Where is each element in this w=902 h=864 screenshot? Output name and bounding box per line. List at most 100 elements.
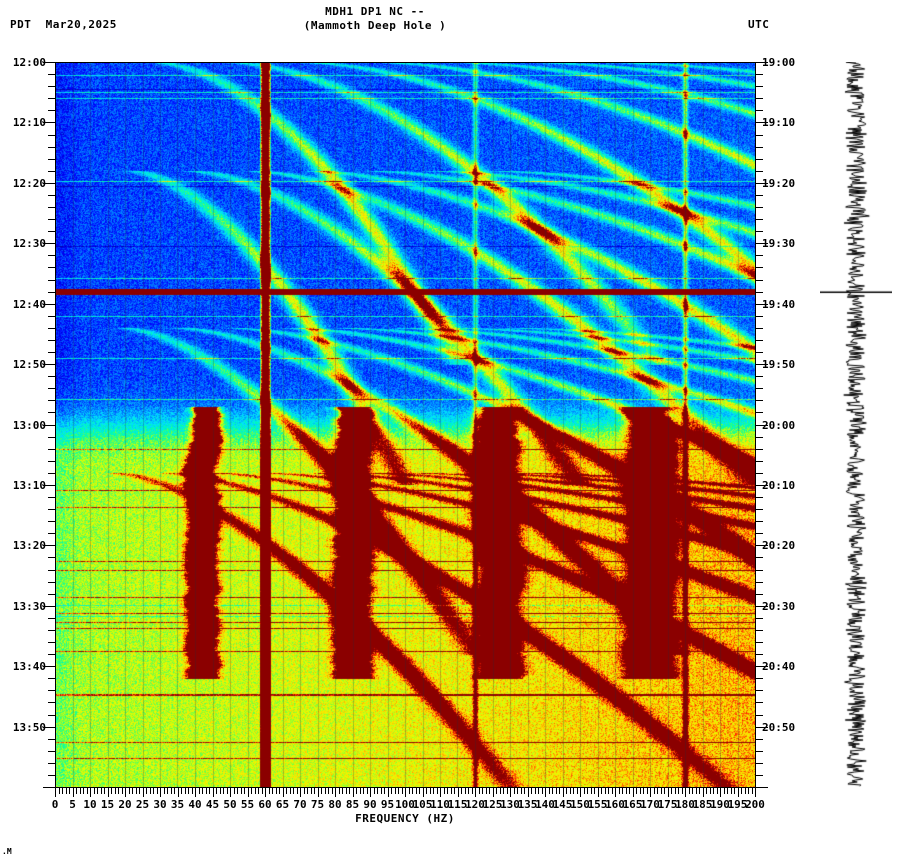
y-axis-left-minor-tick (48, 352, 55, 353)
x-axis-major-tick (405, 788, 406, 797)
x-axis-label: 90 (363, 798, 377, 811)
x-axis-minor-tick (629, 788, 630, 794)
x-axis-minor-tick (454, 788, 455, 794)
x-axis-label: 125 (482, 798, 503, 811)
y-axis-left-label: 12:40 (12, 297, 46, 311)
x-axis-minor-tick (520, 788, 522, 794)
x-axis-minor-tick (261, 788, 263, 794)
y-axis-right-label: 20:20 (762, 539, 796, 553)
y-axis-right-minor-tick (756, 533, 763, 535)
x-axis-minor-tick (86, 788, 88, 794)
x-axis-major-tick (702, 788, 704, 797)
y-axis-left-major-tick (43, 182, 55, 184)
x-axis-minor-tick (384, 788, 385, 794)
x-axis-minor-tick (293, 788, 294, 794)
x-axis-major-tick (685, 788, 686, 797)
x-axis-minor-tick (139, 788, 140, 794)
x-axis-minor-tick (450, 788, 452, 794)
y-axis-right-minor-tick (756, 267, 763, 269)
x-axis-major-tick (317, 788, 319, 797)
x-axis-label: 5 (69, 798, 76, 811)
y-axis-left-label: 12:00 (12, 56, 46, 69)
x-axis-minor-tick (622, 788, 623, 794)
x-axis-minor-tick (254, 788, 256, 794)
x-axis-minor-tick (601, 788, 602, 794)
x-axis-minor-tick (356, 788, 357, 794)
x-axis-minor-tick (338, 788, 340, 794)
x-axis-major-tick (475, 788, 476, 797)
y-axis-right-minor-tick (756, 642, 763, 643)
y-axis-left-major-tick (43, 303, 55, 305)
x-axis-major-tick (72, 788, 74, 797)
x-axis-label: 155 (587, 798, 608, 811)
x-axis-minor-tick (184, 788, 186, 794)
x-axis-minor-tick (706, 788, 707, 794)
header-left-timezone-date: PDT Mar20,2025 (10, 18, 117, 31)
x-axis-major-tick (265, 788, 266, 797)
y-axis-right-minor-tick (756, 219, 763, 221)
x-axis-major-tick (650, 788, 651, 797)
spectrogram-plot[interactable] (55, 62, 755, 787)
y-axis-right-minor-tick (756, 279, 763, 281)
x-axis-minor-tick (198, 788, 200, 794)
y-axis-left-minor-tick (48, 376, 55, 378)
x-axis-minor-tick (191, 788, 193, 794)
y-axis-right-label: 19:20 (762, 176, 796, 190)
x-axis-minor-tick (233, 788, 235, 794)
y-axis-right-minor-tick (756, 460, 763, 462)
x-axis-minor-tick (433, 788, 434, 794)
y-axis-right-major-tick (756, 182, 768, 184)
y-axis-left-minor-tick (48, 219, 55, 221)
y-axis-left-minor-tick (48, 255, 55, 257)
x-axis-label: 30 (153, 798, 167, 811)
x-axis-label: 200 (745, 798, 765, 811)
y-axis-left-minor-tick (48, 170, 55, 172)
y-axis-right-minor-tick (756, 738, 763, 740)
y-axis-right-minor-tick (756, 569, 763, 571)
x-axis-minor-tick (583, 788, 585, 794)
x-axis-major-tick (457, 788, 459, 797)
x-axis-minor-tick (205, 788, 207, 794)
y-axis-left-minor-tick (48, 642, 55, 643)
x-axis-minor-tick (111, 788, 112, 794)
x-axis-minor-tick (121, 788, 123, 794)
x-axis-minor-tick (695, 788, 697, 794)
x-axis-minor-tick (555, 788, 557, 794)
x-axis-minor-tick (513, 788, 515, 794)
x-axis-minor-tick (587, 788, 588, 794)
x-axis-label: 135 (517, 798, 538, 811)
x-axis-minor-tick (359, 788, 361, 794)
x-axis-minor-tick (730, 788, 732, 794)
y-axis-right-minor-tick (756, 327, 763, 329)
x-axis-minor-tick (443, 788, 445, 794)
x-axis-major-tick (160, 788, 161, 797)
y-axis-right-minor-tick (756, 339, 763, 341)
x-axis-minor-tick (604, 788, 606, 794)
x-axis-label: 20 (118, 798, 132, 811)
x-axis-major-tick (440, 788, 441, 797)
y-axis-right-minor-tick (756, 291, 763, 293)
y-axis-right-minor-tick (756, 315, 763, 317)
x-axis-minor-tick (251, 788, 252, 794)
x-axis-minor-tick (636, 788, 637, 794)
y-axis-right-minor-tick (756, 557, 763, 559)
x-axis-minor-tick (485, 788, 487, 794)
x-axis-label: 70 (293, 798, 307, 811)
x-axis-minor-tick (618, 788, 620, 794)
x-axis-minor-tick (559, 788, 560, 794)
x-axis-label: 195 (727, 798, 748, 811)
x-axis-label: 45 (205, 798, 220, 811)
x-axis-label: 170 (640, 798, 660, 811)
header-date: Mar20,2025 (45, 18, 117, 31)
y-axis-right-minor-tick (756, 134, 763, 136)
y-axis-left-label: 13:40 (12, 660, 46, 674)
x-axis-label: 75 (310, 798, 325, 811)
x-axis-major-tick (352, 788, 354, 797)
y-axis-right-minor-tick (756, 436, 763, 438)
seismogram-trace (820, 62, 892, 787)
y-axis-left-major-tick (43, 62, 55, 63)
x-axis-minor-tick (625, 788, 627, 794)
x-axis-minor-tick (380, 788, 382, 794)
x-axis-major-tick (667, 788, 669, 797)
y-axis-right-label: 20:00 (762, 418, 796, 432)
